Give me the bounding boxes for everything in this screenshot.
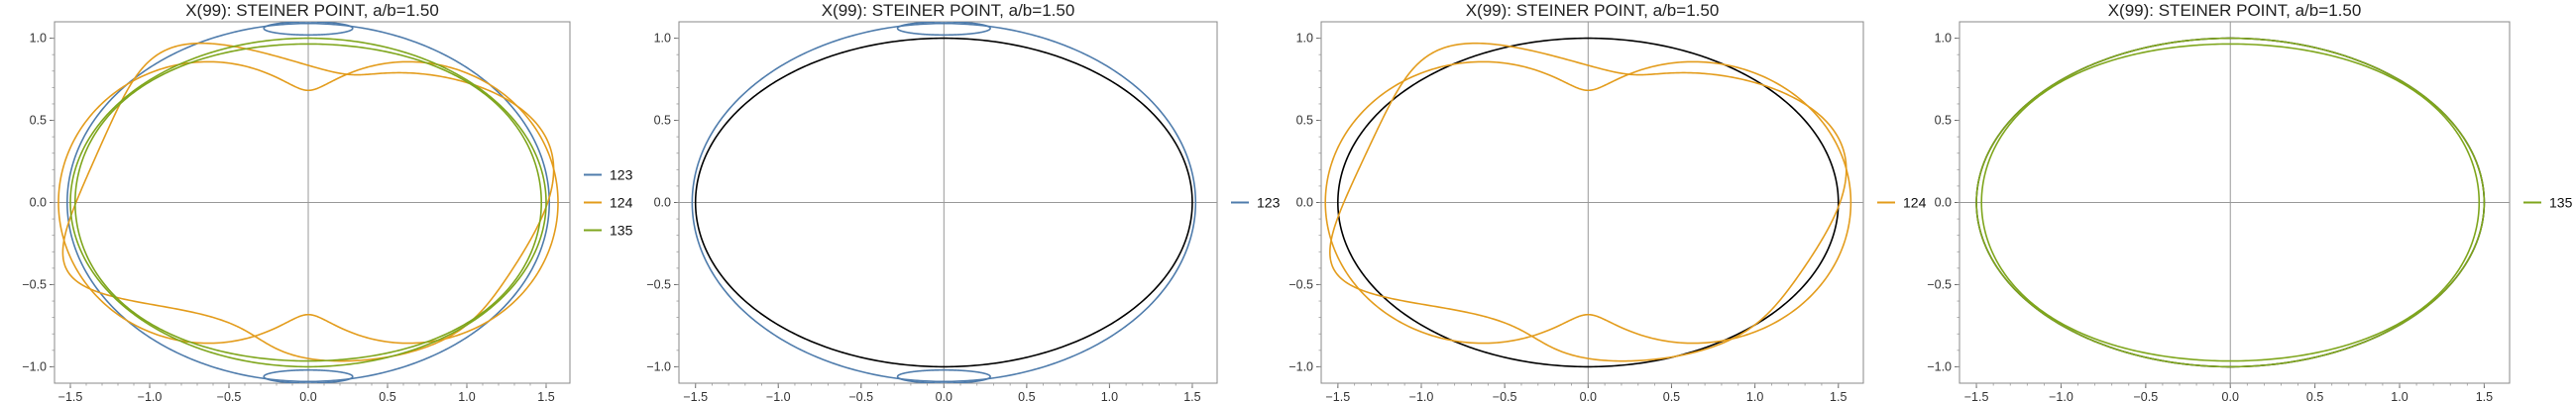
x-tick-label: 0.5 — [379, 390, 395, 402]
series-124-curve — [57, 60, 559, 345]
series-123-curve — [263, 368, 354, 383]
legend-label-123: 123 — [1257, 195, 1281, 211]
x-tick-label: 1.5 — [1183, 390, 1200, 402]
y-tick-label: 0.5 — [654, 114, 671, 128]
x-tick-label: −1.5 — [1325, 390, 1350, 402]
series-123-curve — [263, 22, 354, 37]
series-123-curve — [65, 22, 550, 383]
x-tick-label: −1.5 — [683, 390, 708, 402]
y-tick-label: 1.0 — [30, 32, 47, 46]
y-tick-label: −0.5 — [22, 277, 47, 291]
x-tick-label: 0.0 — [1580, 390, 1597, 402]
plot-area — [1975, 37, 2486, 368]
chart-panel-3: X(99): STEINER POINT, a/b=1.50 −1.5 −1.0 −0… — [1288, 1, 1926, 402]
y-tick-label: −1.0 — [1288, 359, 1313, 373]
x-tick-label: −0.5 — [2134, 390, 2159, 402]
y-tick-label: −0.5 — [1927, 277, 1952, 291]
series-123-curve — [896, 368, 991, 383]
legend: 123 124 135 — [584, 167, 633, 239]
series-135-curve — [73, 43, 542, 362]
reference-ellipse — [1337, 37, 1840, 368]
legend-label-124: 124 — [1903, 195, 1927, 211]
plot-area — [57, 22, 559, 383]
y-tick-label: −1.0 — [646, 359, 671, 373]
x-tick-label: 1.5 — [537, 390, 554, 402]
x-tick-label: 1.0 — [1746, 390, 1763, 402]
x-tick-label: −1.5 — [58, 390, 83, 402]
x-tick-label: 0.5 — [1663, 390, 1680, 402]
x-tick-label: 0.5 — [2306, 390, 2323, 402]
y-tick-label: 0.0 — [1296, 196, 1313, 210]
x-tick-label: −0.5 — [848, 390, 873, 402]
y-tick-label: −0.5 — [646, 277, 671, 291]
chart-title: X(99): STEINER POINT, a/b=1.50 — [185, 1, 439, 20]
series-124-curve — [1329, 42, 1848, 362]
x-tick-label: −1.0 — [138, 390, 163, 402]
y-tick-label: 1.0 — [654, 32, 671, 46]
x-tick-label: 0.0 — [936, 390, 952, 402]
y-tick-label: 0.0 — [654, 196, 671, 210]
chart-title: X(99): STEINER POINT, a/b=1.50 — [2108, 1, 2362, 20]
chart-panel-1: X(99): STEINER POINT, a/b=1.50 −1.5 −1.0 −0… — [22, 1, 632, 402]
y-tick-label: 0.0 — [1935, 196, 1952, 210]
x-tick-label: 1.5 — [2476, 390, 2493, 402]
legend-label-135: 135 — [2549, 195, 2573, 211]
series-123-curve — [896, 22, 991, 37]
plot-area — [691, 22, 1197, 383]
series-135-curve — [1975, 37, 2486, 368]
legend-label-124: 124 — [610, 195, 633, 211]
y-tick-label: −1.0 — [22, 359, 47, 373]
legend-label-123: 123 — [610, 167, 633, 183]
y-tick-label: 1.0 — [1296, 32, 1313, 46]
legend: 124 — [1877, 195, 1927, 211]
x-tick-label: −1.0 — [1409, 390, 1434, 402]
y-tick-label: −1.0 — [1927, 359, 1952, 373]
legend: 135 — [2523, 195, 2573, 211]
y-tick-label: 0.5 — [1935, 114, 1952, 128]
x-tick-label: 0.0 — [2222, 390, 2239, 402]
y-tick-label: −0.5 — [1288, 277, 1313, 291]
chart-title: X(99): STEINER POINT, a/b=1.50 — [1466, 1, 1720, 20]
y-tick-label: 0.5 — [30, 114, 47, 128]
series-135-curve — [69, 37, 547, 368]
x-tick-label: 0.0 — [299, 390, 316, 402]
x-tick-label: −1.5 — [1964, 390, 1989, 402]
x-tick-label: 1.0 — [2391, 390, 2408, 402]
x-tick-label: 1.0 — [458, 390, 475, 402]
legend-label-135: 135 — [610, 223, 633, 239]
x-tick-label: −1.0 — [766, 390, 791, 402]
chart-panel-4: X(99): STEINER POINT, a/b=1.50 −1.5 −1.0 −0… — [1927, 1, 2572, 402]
plot-area — [1324, 37, 1852, 368]
x-tick-label: 1.0 — [1101, 390, 1118, 402]
chart-title: X(99): STEINER POINT, a/b=1.50 — [822, 1, 1075, 20]
series-124-curve — [1324, 60, 1852, 345]
x-tick-label: 0.5 — [1018, 390, 1035, 402]
series-123-curve — [691, 22, 1197, 383]
series-135-curve — [1980, 43, 2481, 362]
legend: 123 — [1231, 195, 1281, 211]
y-tick-label: 0.0 — [30, 196, 47, 210]
x-tick-label: 1.5 — [1830, 390, 1847, 402]
x-tick-label: −0.5 — [1493, 390, 1517, 402]
y-tick-label: 0.5 — [1296, 114, 1313, 128]
series-124-curve — [61, 42, 555, 362]
reference-ellipse — [694, 37, 1193, 368]
x-tick-label: −1.0 — [2049, 390, 2073, 402]
chart-panel-2: X(99): STEINER POINT, a/b=1.50 −1.5 −1.0 −0… — [646, 1, 1280, 402]
x-tick-label: −0.5 — [217, 390, 242, 402]
y-tick-label: 1.0 — [1935, 32, 1952, 46]
